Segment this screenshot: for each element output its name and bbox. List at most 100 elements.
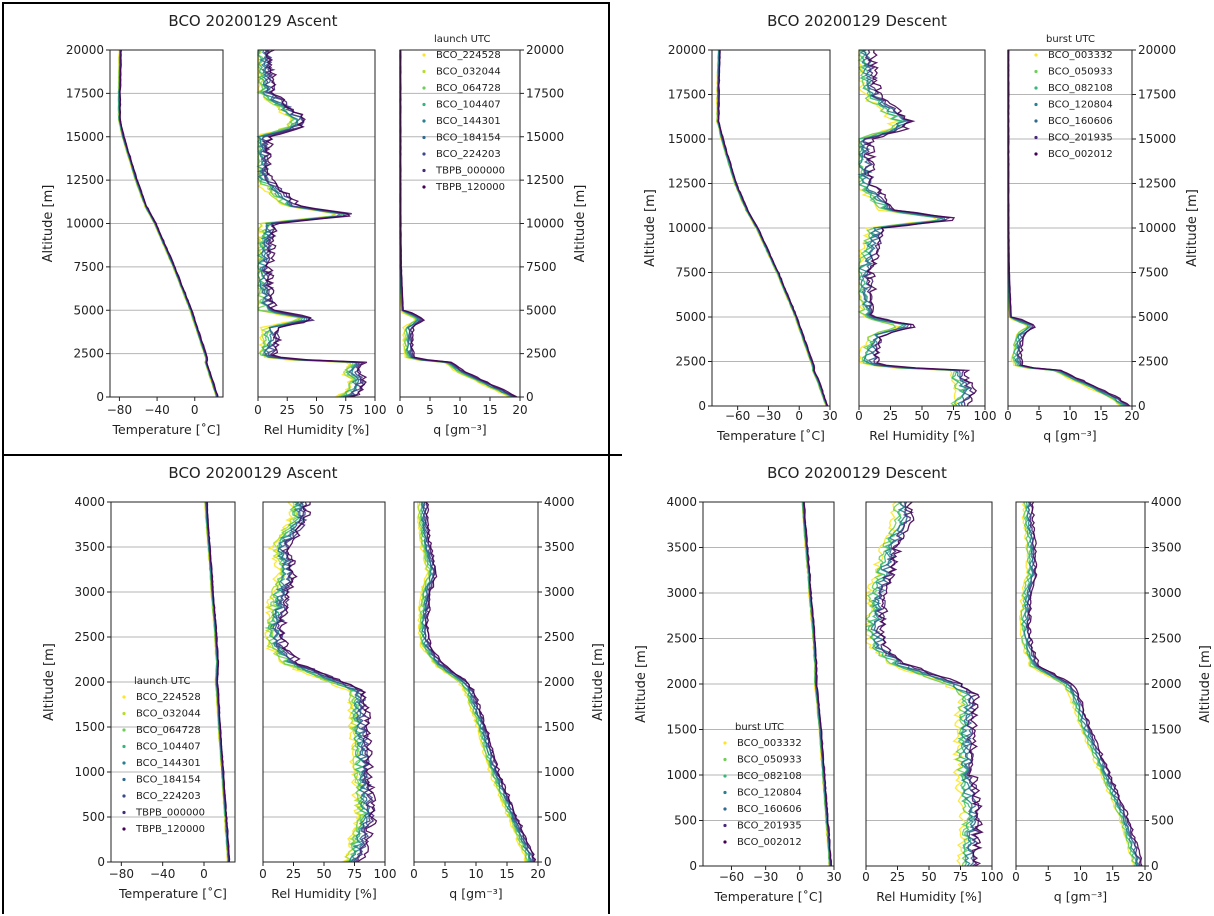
- panel-q: 0 5 10 15 20 q [gm⁻³]: [396, 49, 528, 437]
- x-tick-label: 0: [410, 867, 418, 881]
- y-tick-label-right: 2500: [526, 347, 557, 361]
- x-tick-label: 20: [1137, 870, 1152, 884]
- y-tick-label-right: 4000: [544, 495, 575, 509]
- y-axis-label-left: Altitude [m]: [41, 185, 56, 263]
- x-tick-label: 20: [530, 867, 545, 881]
- legend-marker: [422, 152, 426, 156]
- x-tick-label: 5: [426, 403, 434, 417]
- y-tick-label-right: 15000: [526, 130, 564, 144]
- y-tick-label-left: 12500: [66, 173, 104, 187]
- legend-marker: [122, 794, 126, 798]
- y-tick-label-right: 3000: [544, 585, 575, 599]
- legend-marker: [723, 823, 727, 828]
- y-tick-label-left: 15000: [668, 132, 706, 146]
- x-axis-label: Rel Humidity [%]: [876, 889, 982, 904]
- y-tick-label-right: 1500: [544, 720, 575, 734]
- x-tick-label: 25: [280, 403, 295, 417]
- y-tick-label-right: 17500: [1138, 88, 1176, 102]
- legend-entry: TBPB_120000: [435, 182, 505, 193]
- legend-marker: [1034, 102, 1038, 107]
- y-tick-label-left: 12500: [668, 177, 706, 191]
- chart-title: BCO 20200129 Descent: [767, 464, 947, 482]
- legend-marker: [422, 185, 426, 189]
- y-tick-label-left: 10000: [66, 217, 104, 231]
- x-tick-label: 20: [512, 403, 527, 417]
- y-tick-label-left: 0: [96, 390, 104, 404]
- y-tick-label-right: 2000: [544, 675, 575, 689]
- series-line-bco_002012: [717, 50, 829, 407]
- legend-entry: BCO_064728: [436, 83, 501, 94]
- y-tick-label-left: 500: [82, 810, 105, 824]
- y-tick-label-left: 2500: [666, 632, 697, 646]
- y-tick-label-left: 7500: [675, 266, 706, 280]
- series-line-bco_184154: [272, 501, 371, 863]
- x-tick-label: 0: [1004, 409, 1012, 423]
- frame-left: [2, 2, 4, 914]
- x-tick-label: 75: [946, 409, 961, 423]
- x-tick-label: −80: [107, 403, 132, 417]
- x-tick-label: 100: [974, 409, 997, 423]
- x-tick-label: 10: [1062, 409, 1077, 423]
- panel-frame: [109, 49, 224, 398]
- x-tick-label: −60: [725, 409, 750, 423]
- y-axis-label-right: Altitude [m]: [591, 643, 606, 721]
- y-tick-label-right: 0: [526, 390, 534, 404]
- legend-entry: BCO_201935: [1048, 133, 1113, 144]
- y-tick-label-right: 0: [1151, 859, 1159, 873]
- y-tick-label-left: 3000: [74, 585, 105, 599]
- legend-title: burst UTC: [735, 722, 784, 733]
- y-tick-label-left: 7500: [73, 260, 104, 274]
- series-line-bco_144301: [256, 49, 363, 398]
- legend-marker: [723, 757, 727, 762]
- y-tick-label-left: 2500: [675, 355, 706, 369]
- legend-marker: [122, 810, 126, 815]
- y-tick-label-left: 17500: [66, 86, 104, 100]
- x-tick-label: 75: [953, 870, 968, 884]
- y-tick-label-left: 2000: [74, 675, 105, 689]
- x-axis-label: q [gm⁻³]: [433, 422, 486, 437]
- x-tick-label: 0: [396, 403, 404, 417]
- y-tick-label-right: 3000: [1151, 586, 1182, 600]
- series-line-bco_032044: [256, 49, 355, 398]
- y-axis-label-left: Altitude [m]: [42, 643, 57, 721]
- legend-entry: BCO_104407: [436, 100, 501, 111]
- x-tick-label: 0: [191, 403, 199, 417]
- legend-entry: BCO_160606: [737, 804, 802, 815]
- y-tick-label-right: 2500: [1138, 355, 1169, 369]
- y-tick-label-left: 5000: [675, 310, 706, 324]
- y-tick-label-left: 20000: [66, 43, 104, 57]
- y-tick-label-left: 3500: [666, 541, 697, 555]
- y-tick-label-left: 2500: [74, 630, 105, 644]
- y-tick-label-right: 2000: [1151, 677, 1182, 691]
- legend-entry: BCO_064728: [136, 725, 201, 736]
- legend-entry: BCO_224203: [136, 791, 201, 802]
- panel-temperature: −60 −30 0 30 Temperature [˚C]: [711, 49, 838, 443]
- y-tick-label-left: 20000: [668, 43, 706, 57]
- x-tick-label: 10: [1073, 870, 1088, 884]
- y-tick-label-right: 20000: [526, 43, 564, 57]
- legend-entry: BCO_224528: [136, 692, 201, 703]
- series-line-tbpb_120000: [119, 49, 219, 398]
- x-tick-label: 15: [482, 403, 497, 417]
- x-tick-label: 5: [1035, 409, 1043, 423]
- y-tick-label-right: 1000: [544, 765, 575, 779]
- y-tick-label-right: 4000: [1151, 495, 1182, 509]
- x-tick-label: 20: [1124, 409, 1139, 423]
- legend-marker: [122, 711, 126, 716]
- legend-marker: [122, 777, 126, 782]
- y-tick-label-right: 12500: [526, 173, 564, 187]
- x-tick-label: 15: [1105, 870, 1120, 884]
- legend-marker: [122, 728, 126, 732]
- chart-title: BCO 20200129 Descent: [767, 12, 947, 30]
- y-tick-label-left: 3500: [74, 540, 105, 554]
- legend-entry: BCO_050933: [1048, 67, 1113, 78]
- legend-title: launch UTC: [434, 34, 490, 45]
- panel-q: 0 5 10 15 20 q [gm⁻³]: [410, 501, 546, 901]
- frame-divider-vertical: [608, 2, 610, 914]
- legend: launch UTC BCO_224528 BCO_032044 BCO_064728…: [122, 676, 205, 835]
- x-tick-label: 0: [259, 867, 267, 881]
- y-tick-label-right: 2500: [1151, 632, 1182, 646]
- legend-marker: [1034, 69, 1038, 74]
- x-tick-label: 100: [981, 870, 1004, 884]
- frame-divider-horizontal: [2, 454, 622, 456]
